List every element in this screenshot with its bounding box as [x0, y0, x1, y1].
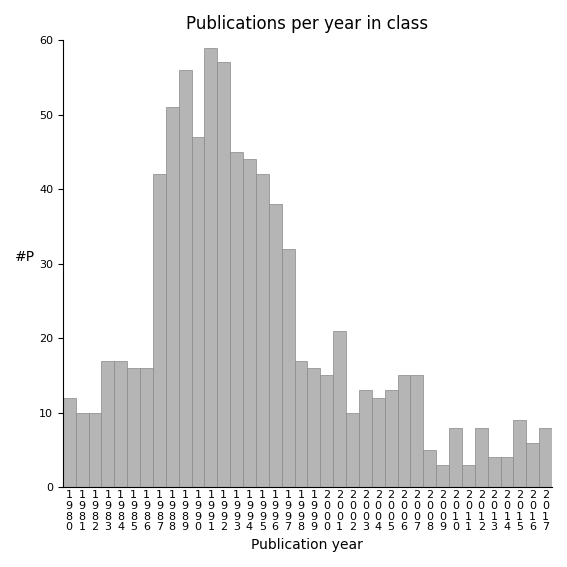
Bar [127, 368, 140, 487]
Y-axis label: #P: #P [15, 249, 35, 264]
Bar [256, 174, 269, 487]
Bar [462, 465, 475, 487]
Bar [346, 413, 359, 487]
Bar [269, 204, 282, 487]
Bar [243, 159, 256, 487]
Bar [526, 443, 539, 487]
Bar [513, 420, 526, 487]
Bar [230, 152, 243, 487]
Bar [192, 137, 205, 487]
Bar [140, 368, 153, 487]
Bar [359, 391, 372, 487]
Bar [75, 413, 88, 487]
Bar [166, 107, 179, 487]
Bar [333, 331, 346, 487]
Bar [372, 398, 384, 487]
Title: Publications per year in class: Publications per year in class [187, 15, 429, 33]
Bar [88, 413, 101, 487]
Bar [217, 62, 230, 487]
Bar [320, 375, 333, 487]
Bar [449, 428, 462, 487]
Bar [539, 428, 552, 487]
Bar [294, 361, 307, 487]
Bar [179, 70, 192, 487]
Bar [307, 368, 320, 487]
X-axis label: Publication year: Publication year [251, 538, 363, 552]
Bar [205, 48, 217, 487]
Bar [475, 428, 488, 487]
Bar [397, 375, 411, 487]
Bar [101, 361, 115, 487]
Bar [115, 361, 127, 487]
Bar [153, 174, 166, 487]
Bar [282, 249, 294, 487]
Bar [488, 458, 501, 487]
Bar [501, 458, 513, 487]
Bar [436, 465, 449, 487]
Bar [384, 391, 397, 487]
Bar [423, 450, 436, 487]
Bar [411, 375, 423, 487]
Bar [63, 398, 75, 487]
